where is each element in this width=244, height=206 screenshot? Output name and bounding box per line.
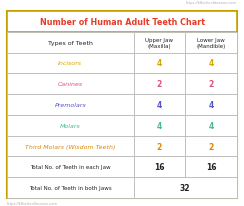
Text: Molars: Molars — [60, 123, 81, 128]
Text: Premolars: Premolars — [54, 103, 86, 108]
Bar — [7, 33, 133, 53]
Text: 4: 4 — [157, 121, 162, 130]
Bar — [7, 115, 133, 136]
Bar — [133, 74, 185, 95]
Bar — [185, 115, 237, 136]
Text: Canines: Canines — [58, 82, 83, 87]
Text: Incisors: Incisors — [58, 61, 82, 66]
Text: 4: 4 — [209, 101, 214, 109]
Text: 4: 4 — [157, 101, 162, 109]
Bar — [7, 136, 133, 157]
Bar — [185, 74, 237, 95]
Bar — [185, 33, 237, 53]
Text: 4: 4 — [209, 59, 214, 68]
Bar — [133, 177, 237, 198]
Bar — [133, 115, 185, 136]
Bar — [185, 157, 237, 177]
Text: Upper Jaw
(Maxilla): Upper Jaw (Maxilla) — [145, 37, 173, 48]
Text: https://k8schoollessons.com: https://k8schoollessons.com — [186, 1, 237, 5]
Bar — [7, 53, 133, 74]
Text: 2: 2 — [209, 142, 214, 151]
Bar — [133, 157, 185, 177]
Text: Lower Jaw
(Mandible): Lower Jaw (Mandible) — [196, 37, 226, 48]
Text: 2: 2 — [157, 142, 162, 151]
Bar — [7, 95, 133, 115]
Text: 2: 2 — [157, 80, 162, 89]
Text: 2: 2 — [209, 80, 214, 89]
Bar — [133, 33, 185, 53]
Bar — [185, 136, 237, 157]
Text: 4: 4 — [157, 59, 162, 68]
Text: 32: 32 — [180, 183, 191, 192]
Bar — [7, 12, 237, 33]
Bar — [133, 95, 185, 115]
Bar — [7, 74, 133, 95]
Text: Third Molars (Wisdom Teeth): Third Molars (Wisdom Teeth) — [25, 144, 115, 149]
Bar — [185, 53, 237, 74]
Text: https://k8schoollessons.com: https://k8schoollessons.com — [7, 201, 58, 205]
Text: Total No. of Teeth in each Jaw: Total No. of Teeth in each Jaw — [30, 165, 111, 170]
Text: Types of Teeth: Types of Teeth — [48, 40, 93, 46]
Text: 16: 16 — [154, 163, 165, 172]
Bar — [133, 136, 185, 157]
Bar — [7, 157, 133, 177]
Text: 16: 16 — [206, 163, 216, 172]
Bar — [7, 177, 133, 198]
Bar — [185, 95, 237, 115]
Bar — [133, 53, 185, 74]
Text: Number of Human Adult Teeth Chart: Number of Human Adult Teeth Chart — [40, 18, 204, 27]
Text: 4: 4 — [209, 121, 214, 130]
Text: Total No. of Teeth in both Jaws: Total No. of Teeth in both Jaws — [29, 185, 112, 190]
